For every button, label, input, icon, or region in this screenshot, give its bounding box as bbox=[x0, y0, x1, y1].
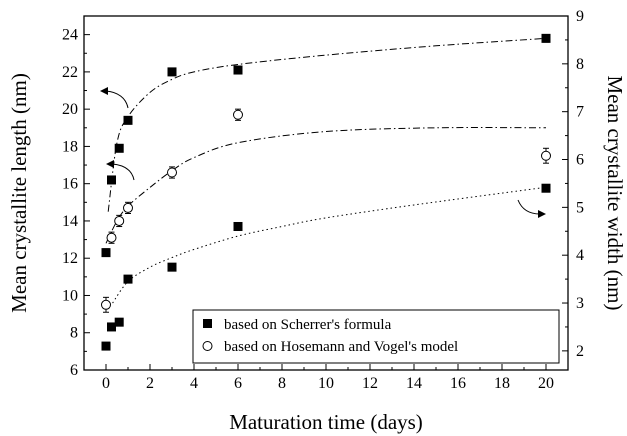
data-point-square bbox=[101, 248, 111, 258]
y-left-tick-label: 14 bbox=[62, 213, 78, 230]
data-point-square bbox=[123, 115, 133, 125]
data-point-square bbox=[233, 65, 243, 75]
left-axis-arrow-middle-head bbox=[106, 160, 114, 168]
y-right-tick-label: 3 bbox=[576, 295, 584, 312]
data-point-circle bbox=[123, 202, 133, 213]
data-point-circle bbox=[114, 215, 125, 226]
y-left-tick-label: 16 bbox=[62, 176, 78, 193]
y-left-tick-label: 6 bbox=[70, 362, 78, 379]
fit-curve bbox=[105, 127, 547, 244]
legend-marker-scherrer bbox=[203, 319, 212, 328]
data-point-circle bbox=[167, 167, 177, 178]
y-right-tick-label: 6 bbox=[576, 152, 584, 169]
x-tick-label: 2 bbox=[146, 375, 154, 392]
data-point-square bbox=[107, 175, 116, 185]
data-point-square bbox=[167, 67, 177, 77]
y-right-tick-label: 4 bbox=[576, 247, 584, 264]
y-left-tick-label: 12 bbox=[62, 250, 78, 267]
legend-box bbox=[192, 309, 560, 364]
legend-label-scherrer: based on Scherrer's formula bbox=[224, 317, 392, 333]
x-tick-label: 12 bbox=[362, 375, 378, 392]
data-point-square bbox=[107, 322, 116, 332]
y-axis-right-title: Mean crystallite width (nm) bbox=[603, 75, 627, 310]
legend-label-hosemann: based on Hosemann and Vogel's model bbox=[224, 339, 458, 355]
y-left-tick-label: 20 bbox=[62, 101, 78, 118]
x-tick-label: 16 bbox=[450, 375, 466, 392]
y-axis-left-title: Mean crystallite length (nm) bbox=[7, 73, 31, 313]
data-point-circle bbox=[106, 232, 117, 243]
legend: based on Scherrer's formula based on Hos… bbox=[192, 309, 560, 364]
y-left-tick-label: 8 bbox=[70, 325, 78, 342]
x-axis-title: Maturation time (days) bbox=[229, 410, 423, 434]
y-left-tick-label: 18 bbox=[62, 138, 78, 155]
right-axis-arrow-head bbox=[538, 210, 546, 218]
data-point-square bbox=[114, 317, 124, 327]
x-tick-label: 14 bbox=[406, 375, 422, 392]
data-point-circle bbox=[233, 109, 243, 120]
y-right-tick-label: 8 bbox=[576, 56, 584, 73]
data-point-square bbox=[101, 341, 111, 351]
data-point-circle bbox=[541, 150, 551, 161]
y-left-tick-label: 24 bbox=[62, 27, 78, 44]
x-tick-label: 8 bbox=[278, 375, 286, 392]
x-tick-label: 10 bbox=[318, 375, 334, 392]
y-right-tick-label: 7 bbox=[576, 104, 584, 121]
left-axis-arrow-upper bbox=[105, 90, 129, 109]
data-point-circle bbox=[101, 299, 111, 310]
x-tick-label: 0 bbox=[102, 375, 110, 392]
y-right-tick-label: 5 bbox=[576, 199, 584, 216]
fit-curve bbox=[107, 37, 547, 212]
right-axis-arrow bbox=[517, 199, 541, 215]
x-tick-label: 20 bbox=[538, 375, 554, 392]
y-right-tick-label: 9 bbox=[576, 8, 584, 25]
x-tick-label: 6 bbox=[234, 375, 242, 392]
legend-marker-hosemann bbox=[202, 341, 213, 351]
y-left-tick-label: 10 bbox=[62, 287, 78, 304]
x-tick-label: 18 bbox=[494, 375, 510, 392]
fit-curve bbox=[112, 186, 547, 304]
data-point-square bbox=[114, 143, 124, 153]
y-left-tick-label: 22 bbox=[62, 64, 78, 81]
y-right-tick-label: 2 bbox=[576, 343, 584, 360]
data-point-square bbox=[123, 274, 133, 284]
x-tick-label: 4 bbox=[190, 375, 198, 392]
data-point-square bbox=[233, 221, 243, 231]
data-point-square bbox=[541, 33, 551, 43]
data-point-square bbox=[541, 183, 551, 193]
left-axis-arrow-upper-head bbox=[100, 87, 108, 95]
left-axis-arrow-middle bbox=[111, 163, 135, 181]
data-point-square bbox=[167, 262, 177, 272]
